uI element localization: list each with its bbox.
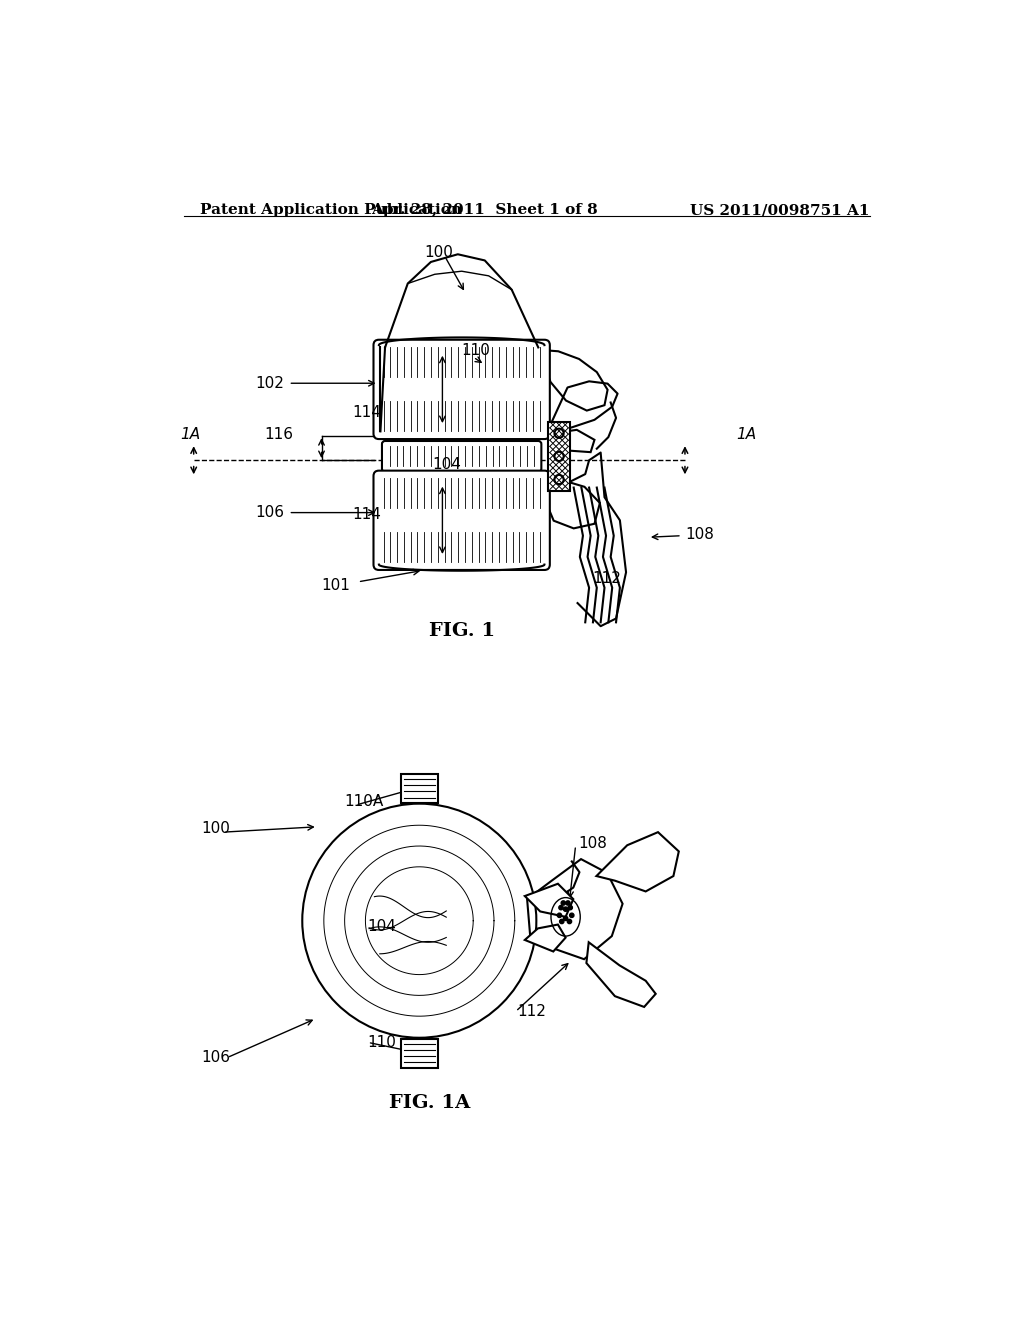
Text: 108: 108 [579,836,607,851]
Text: 110: 110 [368,1035,396,1049]
Circle shape [569,913,573,917]
Polygon shape [524,884,573,917]
Polygon shape [539,480,600,528]
Text: 112: 112 [593,570,622,586]
Text: US 2011/0098751 A1: US 2011/0098751 A1 [690,203,869,216]
Circle shape [563,916,567,920]
Polygon shape [539,350,607,411]
Text: 100: 100 [202,821,230,836]
Text: 108: 108 [685,527,714,541]
Bar [548,422,569,491]
Text: Apr. 28, 2011  Sheet 1 of 8: Apr. 28, 2011 Sheet 1 of 8 [372,203,598,216]
Text: 112: 112 [517,1005,546,1019]
Polygon shape [524,924,565,952]
Text: 114: 114 [352,405,381,420]
FancyBboxPatch shape [382,441,542,471]
Text: 110: 110 [462,343,490,359]
Text: 106: 106 [202,1051,230,1065]
Circle shape [566,900,570,906]
Text: 104: 104 [368,919,396,935]
Text: 101: 101 [322,578,350,593]
Text: 104: 104 [432,457,461,473]
Text: 110A: 110A [345,793,384,809]
Circle shape [561,900,565,906]
Text: 106: 106 [256,506,285,520]
Text: Patent Application Publication: Patent Application Publication [200,203,462,216]
Polygon shape [551,430,595,453]
Bar [400,774,438,803]
Text: 114: 114 [352,507,381,521]
Circle shape [557,913,561,917]
Text: 1A: 1A [180,426,201,442]
Polygon shape [527,859,623,960]
Circle shape [559,919,564,924]
Polygon shape [596,832,679,891]
Circle shape [568,906,572,909]
Text: FIG. 1A: FIG. 1A [389,1094,470,1111]
FancyBboxPatch shape [374,339,550,440]
Circle shape [559,906,563,909]
FancyBboxPatch shape [374,471,550,570]
Text: 116: 116 [265,426,294,442]
Circle shape [567,919,571,924]
Circle shape [563,907,567,911]
Polygon shape [587,942,655,1007]
Text: 1A: 1A [736,426,757,442]
Text: 100: 100 [425,244,454,260]
Text: FIG. 1: FIG. 1 [429,622,495,640]
Text: 102: 102 [256,376,285,391]
Bar [400,1039,438,1068]
